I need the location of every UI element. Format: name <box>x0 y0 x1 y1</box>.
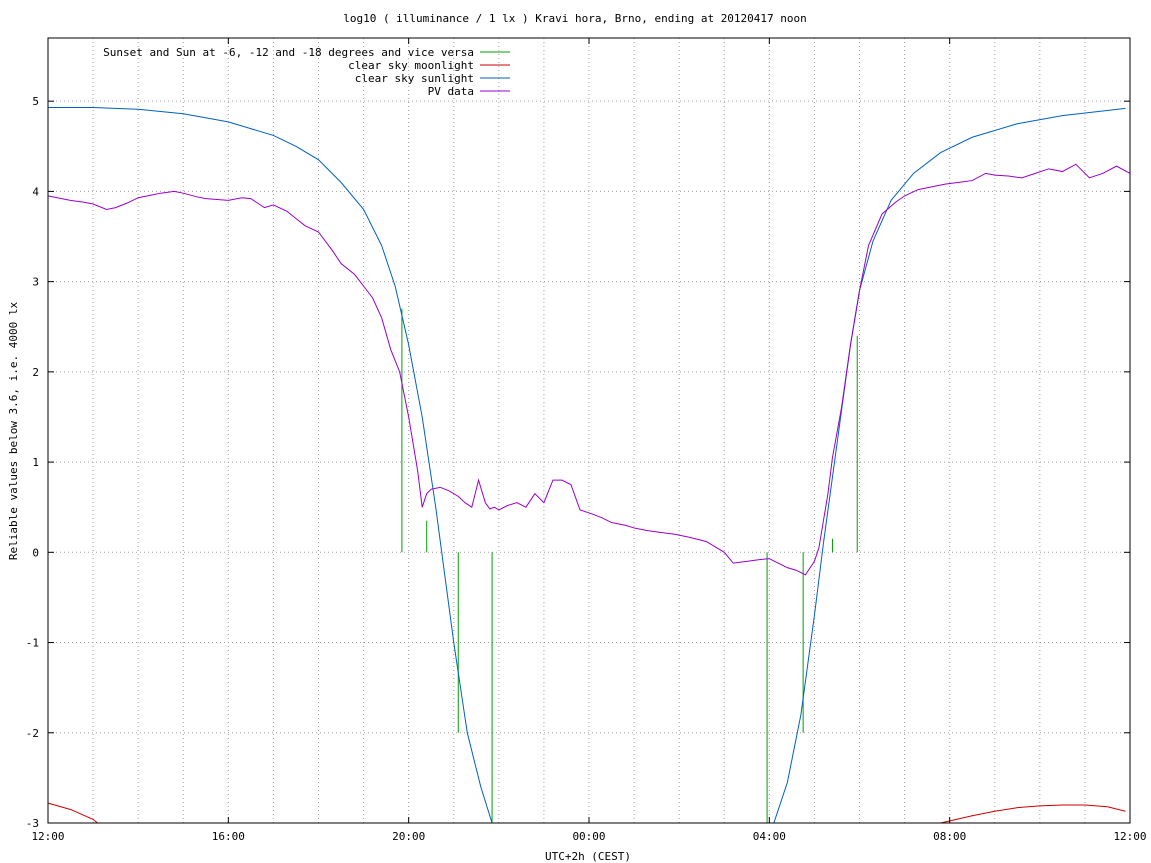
y-tick-label-6: 3 <box>32 276 39 289</box>
x-tick-label-6: 12:00 <box>1113 830 1146 843</box>
y-tick-label-5: 2 <box>32 366 39 379</box>
x-tick-label-0: 12:00 <box>31 830 64 843</box>
y-tick-label-8: 5 <box>32 95 39 108</box>
y-tick-label-4: 1 <box>32 456 39 469</box>
legend-label-1: clear sky moonlight <box>348 59 474 72</box>
chart-title: log10 ( illuminance / 1 lx ) Kravi hora,… <box>343 12 807 25</box>
legend: Sunset and Sun at -6, -12 and -18 degree… <box>103 46 510 98</box>
x-tick-label-2: 20:00 <box>392 830 425 843</box>
legend-label-2: clear sky sunlight <box>355 72 474 85</box>
y-tick-label-7: 4 <box>32 185 39 198</box>
y-tick-label-3: 0 <box>32 546 39 559</box>
x-tick-label-3: 00:00 <box>572 830 605 843</box>
series-layer <box>47 106 1131 824</box>
x-tick-label-5: 08:00 <box>933 830 966 843</box>
tick-layer: 12:00 16:00 20:00 00:00 04:00 08:00 12:00-3-2-… <box>26 38 1147 843</box>
series-line-1 <box>47 802 1126 824</box>
plot-frame <box>47 37 1131 824</box>
x-axis-label: UTC+2h (CEST) <box>545 850 631 863</box>
legend-label-0: Sunset and Sun at -6, -12 and -18 degree… <box>103 46 474 59</box>
x-tick-label-4: 04:00 <box>753 830 786 843</box>
legend-label-3: PV data <box>428 85 474 98</box>
y-axis-label: Reliable values below 3.6, i.e. 4000 lx <box>7 301 20 560</box>
y-tick-label-2: -1 <box>26 637 39 650</box>
series-line-3 <box>47 163 1131 576</box>
y-tick-label-0: -3 <box>26 817 39 830</box>
grid-layer <box>48 38 1130 823</box>
x-tick-label-1: 16:00 <box>212 830 245 843</box>
series-line-2 <box>48 106 1126 824</box>
y-tick-label-1: -2 <box>26 727 39 740</box>
